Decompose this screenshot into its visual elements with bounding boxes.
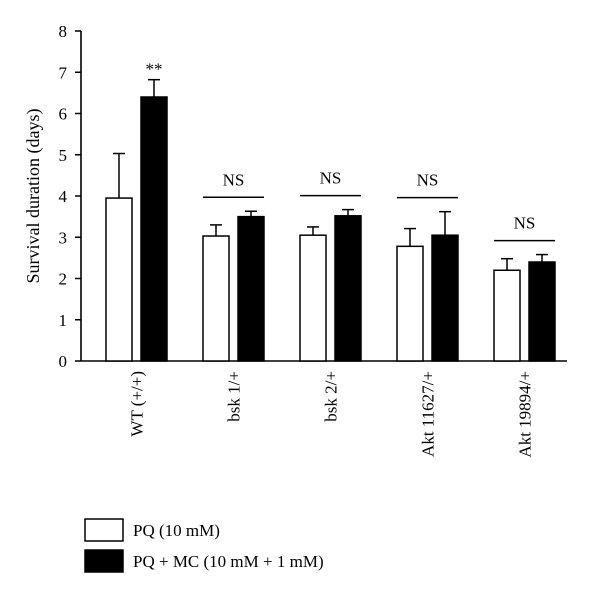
y-ticks: 0 1 2 3 4 5 6 7 8 [59, 22, 81, 371]
bars [105, 96, 556, 362]
y-tick-label: 8 [59, 22, 68, 41]
significance-label: NS [223, 170, 245, 189]
bar [105, 197, 133, 362]
significance-label: NS [320, 169, 342, 188]
bar [431, 234, 459, 362]
y-tick-label: 2 [59, 270, 68, 289]
bar [140, 96, 168, 362]
category-label: bsk 1/+ [225, 371, 244, 422]
bar [334, 215, 362, 362]
bar [493, 269, 521, 362]
y-tick-label: 4 [59, 187, 68, 206]
legend-label: PQ + MC (10 mM + 1 mM) [133, 552, 324, 571]
category-label: Akt 11627/+ [419, 371, 438, 457]
y-tick-label: 1 [59, 311, 68, 330]
bar [299, 234, 327, 362]
y-tick-label: 5 [59, 146, 68, 165]
y-tick-label: 7 [59, 63, 68, 82]
legend: PQ (10 mM) PQ + MC (10 mM + 1 mM) [84, 518, 324, 573]
y-tick-label: 0 [59, 352, 68, 371]
significance-label: NS [417, 171, 439, 190]
y-tick-label: 3 [59, 228, 68, 247]
annotations: ** NS NS NS NS [146, 60, 555, 242]
bar [202, 235, 230, 362]
y-axis-title: Survival duration (days) [23, 109, 44, 284]
bar [528, 261, 556, 362]
error-bars [113, 78, 548, 271]
significance-label: ** [146, 60, 163, 79]
legend-swatch [84, 518, 124, 542]
bar [237, 215, 265, 362]
category-label: WT (+/+) [128, 371, 147, 437]
legend-label: PQ (10 mM) [133, 521, 220, 540]
legend-swatch [84, 549, 124, 573]
category-label: Akt 19894/+ [516, 371, 535, 458]
y-tick-label: 6 [59, 105, 68, 124]
bar [396, 245, 424, 362]
significance-label: NS [514, 214, 536, 233]
category-labels: WT (+/+) bsk 1/+ bsk 2/+ Akt 11627/+ Akt 198… [128, 371, 535, 458]
category-label: bsk 2/+ [322, 371, 341, 422]
